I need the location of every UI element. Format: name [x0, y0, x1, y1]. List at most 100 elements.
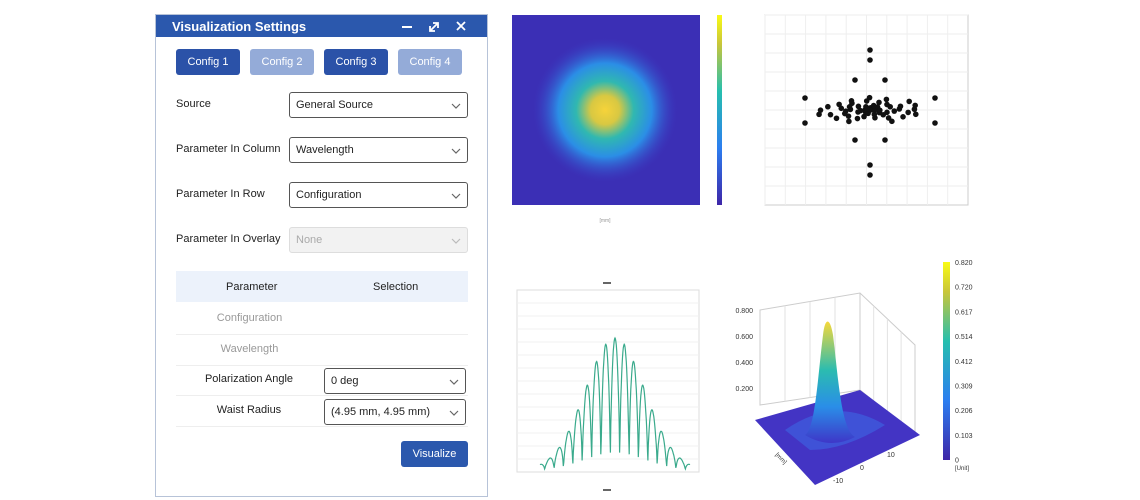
row-label: Wavelength	[220, 342, 279, 355]
scatter-point	[900, 113, 906, 120]
z-tick-label: 0.800	[735, 308, 753, 315]
line-plot	[516, 282, 700, 491]
scatter-point	[846, 104, 853, 110]
scatter-point	[885, 115, 892, 121]
select-box[interactable]: (4.95 mm, 4.95 mm)	[324, 398, 466, 425]
chevron	[449, 410, 459, 416]
scatter-point	[864, 106, 870, 112]
colorbar-tick-label: 0.820	[955, 260, 973, 267]
colorbar-tick-label: 0	[955, 458, 959, 465]
scatter-plot	[764, 14, 969, 206]
colorbar-tick-label: 0.412	[955, 359, 973, 366]
header-cell: Selection	[373, 281, 419, 293]
scatter-point	[932, 95, 938, 101]
scatter-point	[884, 101, 890, 108]
row-label: Configuration	[216, 312, 283, 324]
select-value: 0 deg	[331, 375, 359, 387]
scatter-point	[891, 108, 898, 114]
chevron	[451, 148, 461, 154]
axis-unit: [mm]	[599, 218, 611, 224]
z-tick-label: 0.400	[735, 360, 753, 367]
colorbar-tick-label: 0.514	[955, 334, 973, 341]
scatter-point	[855, 103, 862, 110]
select-box: None	[289, 227, 468, 253]
scatter-point	[882, 77, 888, 83]
chevron	[449, 379, 459, 385]
scatter-point	[912, 102, 918, 109]
scatter-point	[867, 47, 873, 53]
axis-tick-label: 0	[860, 465, 864, 472]
z-tick-label: 0.200	[735, 386, 753, 393]
scatter-point	[802, 120, 808, 126]
scatter-point	[852, 77, 858, 83]
field-label: Parameter In Overlay	[176, 233, 281, 245]
scatter-point	[867, 57, 873, 63]
scatter-point	[845, 113, 852, 119]
select-box[interactable]: Configuration	[289, 182, 468, 208]
select-value: None	[296, 234, 323, 246]
colorbar-unit: [Unit]	[955, 466, 969, 472]
axis-tick-label: 10	[887, 452, 895, 459]
row-divider	[176, 334, 468, 335]
chevron	[451, 238, 461, 244]
scatter-point	[882, 137, 888, 143]
axis-tick-label: -10	[833, 478, 843, 485]
scatter-point	[932, 120, 938, 126]
row-divider	[176, 425, 468, 427]
scatter-point	[817, 107, 824, 113]
surface-plot: 0.820 0.720 0.617 0.514 0.412 0.309 0.206 0.103…	[735, 260, 973, 485]
window-controls[interactable]	[402, 19, 482, 33]
row-label: Polarization Angle	[204, 373, 294, 385]
colorbar-tick-label: 0.206	[955, 408, 973, 415]
settings-panel: Visualization Settings Config 1 Config 2 C…	[155, 14, 488, 497]
line-series	[539, 336, 691, 471]
colorbar-tick-label: 0.309	[955, 384, 973, 391]
scatter-point	[897, 103, 904, 110]
scatter-point	[880, 111, 887, 118]
scatter-point	[855, 109, 861, 115]
select-value: (4.95 mm, 4.95 mm)	[331, 405, 431, 418]
select-box[interactable]: 0 deg	[324, 368, 466, 394]
chevron	[451, 103, 461, 109]
scatter-point	[827, 111, 834, 118]
row-label: Waist Radius	[216, 403, 282, 416]
scatter-point	[802, 95, 808, 101]
chevron	[451, 193, 461, 199]
scatter-point	[816, 111, 822, 118]
field-label: Parameter In Column	[176, 143, 281, 155]
scatter-point	[906, 98, 912, 105]
config-tab[interactable]: Config 2	[250, 49, 314, 75]
config-tab[interactable]: Config 1	[176, 49, 240, 75]
table-header: Parameter Selection	[176, 271, 468, 302]
config-tab[interactable]: Config 4	[398, 49, 462, 75]
scatter-point	[870, 102, 877, 109]
scatter-point	[833, 115, 840, 122]
visualize-button[interactable]: Visualize	[401, 441, 468, 467]
panel-header: Visualization Settings	[156, 15, 487, 37]
select-value: Configuration	[296, 189, 362, 201]
select-box[interactable]: Wavelength	[289, 137, 468, 163]
field-label: Parameter In Row	[176, 188, 265, 200]
scatter-point	[846, 118, 852, 125]
scatter-point	[854, 115, 861, 122]
select-value: Wavelength	[296, 144, 354, 156]
scatter-point	[905, 109, 911, 116]
scatter-point	[838, 105, 845, 112]
select-box[interactable]: General Source	[289, 92, 468, 118]
scatter-point	[877, 107, 883, 114]
select-value: General Source	[296, 99, 374, 111]
scatter-point	[825, 103, 831, 110]
scatter-point	[861, 113, 867, 120]
scatter-point	[867, 172, 873, 178]
colorbar-tick-label: 0.617	[955, 309, 973, 316]
scatter-point	[867, 162, 873, 168]
surface-peak	[805, 321, 855, 444]
scatter-point	[848, 97, 855, 104]
scatter-point	[912, 111, 919, 118]
panel-title: Visualization Settings	[172, 19, 307, 34]
heatmap-plot: [mm]	[512, 15, 722, 224]
row-divider	[176, 364, 468, 366]
config-tab[interactable]: Config 3	[324, 49, 388, 75]
z-tick-label: 0.600	[735, 334, 753, 341]
